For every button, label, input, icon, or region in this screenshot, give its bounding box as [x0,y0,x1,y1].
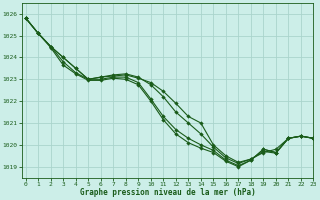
X-axis label: Graphe pression niveau de la mer (hPa): Graphe pression niveau de la mer (hPa) [80,188,256,197]
